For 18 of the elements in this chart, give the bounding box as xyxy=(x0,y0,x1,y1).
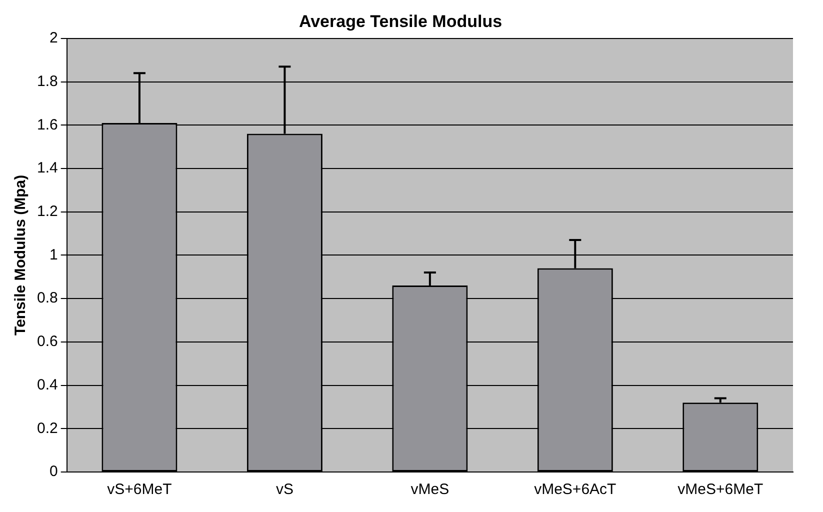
y-tick-label: 1 xyxy=(50,246,58,264)
x-tick-label: vS xyxy=(276,481,294,498)
y-tick-label: 0 xyxy=(50,463,58,480)
y-tick-label: 1.4 xyxy=(36,160,58,177)
y-tick-label: 0.8 xyxy=(36,290,58,307)
y-tick-label: 1.2 xyxy=(36,202,58,220)
x-tick-label: vS+6MeT xyxy=(107,481,172,498)
y-tick-label: 0.4 xyxy=(36,376,58,394)
chart-title: Average Tensile Modulus xyxy=(298,12,502,31)
y-axis-title: Tensile Modulus (Mpa) xyxy=(12,174,30,336)
y-tick-label: 1.8 xyxy=(36,72,58,90)
x-tick-label: vMeS+6AcT xyxy=(534,481,616,498)
x-tick-label: vMeS+6MeT xyxy=(678,481,764,498)
y-tick-label: 2 xyxy=(50,30,58,47)
y-tick-label: 0.2 xyxy=(36,420,58,437)
y-tick-label: 1.6 xyxy=(36,116,58,134)
x-tick-label: vMeS xyxy=(410,481,450,498)
y-tick-label: 0.6 xyxy=(36,333,58,350)
